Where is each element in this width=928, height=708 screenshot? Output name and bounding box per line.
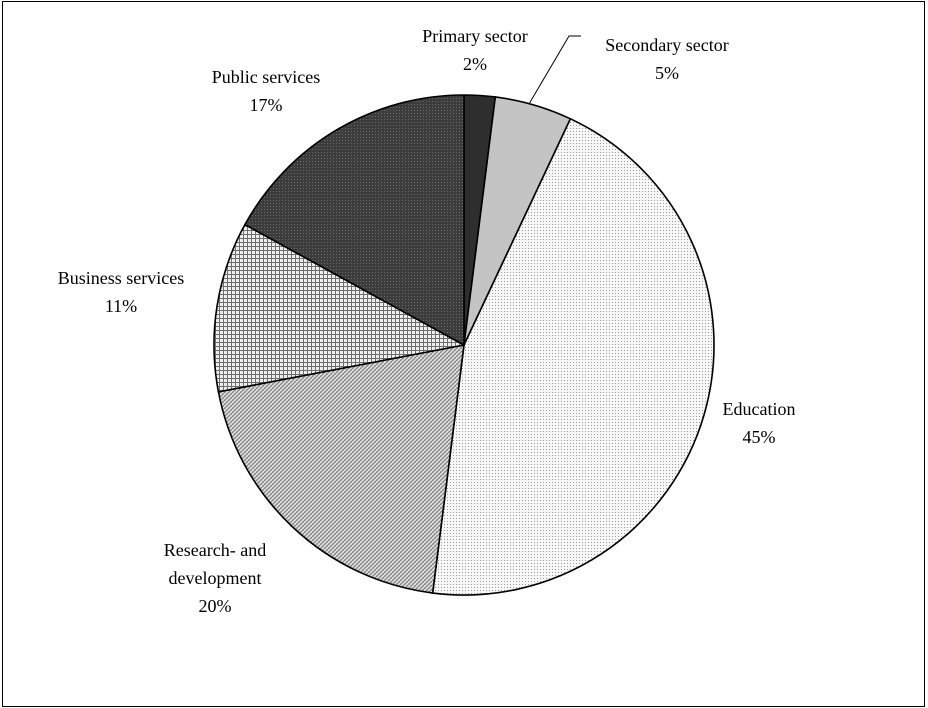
pie-chart: Primary sector 2% Secondary sector 5% Educat… (58, 26, 796, 616)
slice-label-secondary-sector: Secondary sector 5% (605, 35, 728, 83)
leader-lines (528, 35, 581, 105)
slice-label-business-services: Business services 11% (58, 268, 184, 316)
slice-label-research-and-development: Research- and development 20% (164, 540, 266, 616)
leader-line-secondary-sector (528, 35, 581, 105)
slice-labels: Primary sector 2% Secondary sector 5% Educat… (58, 26, 796, 616)
slice-label-public-services: Public services 17% (212, 67, 320, 115)
pie-slice-public-services (244, 94, 465, 346)
pie-slices (213, 94, 715, 596)
slice-label-education: Education 45% (723, 399, 796, 447)
pie-slice-education (431, 117, 715, 596)
slice-label-primary-sector: Primary sector 2% (422, 26, 527, 74)
pie-slice-research-and-development (217, 344, 465, 594)
pie-slice-business-services (213, 223, 465, 393)
